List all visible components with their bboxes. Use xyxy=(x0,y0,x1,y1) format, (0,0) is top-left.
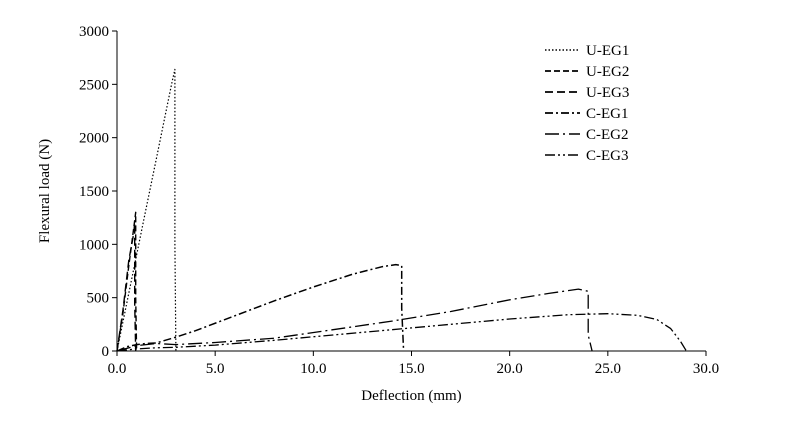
x-tick-label: 10.0 xyxy=(300,361,326,377)
legend: U-EG1 U-EG2 U-EG3 C-EG1 C-EG2 C-EG3 xyxy=(545,43,629,164)
series-line-c-eg1 xyxy=(116,263,405,352)
y-tick-label: 0 xyxy=(102,344,110,360)
y-tick-label: 500 xyxy=(87,291,110,307)
axes: 0 500 1000 1500 2000 2500 3000 0.0 5.0 10.0 15.0 20… xyxy=(79,24,719,377)
x-tick-label: 20.0 xyxy=(497,361,523,377)
y-tick-label: 3000 xyxy=(79,24,109,40)
x-tick-label: 0.0 xyxy=(108,361,127,377)
legend-label-u-eg2: U-EG2 xyxy=(586,64,629,80)
series-line-u-eg1 xyxy=(116,68,177,352)
y-tick-label: 1000 xyxy=(79,237,109,253)
legend-label-u-eg3: U-EG3 xyxy=(586,85,629,101)
y-tick-label: 2500 xyxy=(79,77,109,93)
legend-label-c-eg3: C-EG3 xyxy=(586,148,629,164)
series-layer xyxy=(116,68,687,352)
y-tick-label: 1500 xyxy=(79,184,109,200)
legend-label-c-eg1: C-EG1 xyxy=(586,106,629,122)
series-line-u-eg3 xyxy=(116,222,137,352)
y-tick-label: 2000 xyxy=(79,131,109,147)
series-line-c-eg3 xyxy=(116,313,687,352)
y-axis-title: Flexural load (N) xyxy=(37,139,53,243)
legend-label-u-eg1: U-EG1 xyxy=(586,43,629,59)
x-tick-label: 25.0 xyxy=(595,361,621,377)
series-line-c-eg2 xyxy=(116,288,593,352)
legend-label-c-eg2: C-EG2 xyxy=(586,127,629,143)
x-tick-label: 30.0 xyxy=(693,361,719,377)
x-axis-title: Deflection (mm) xyxy=(361,388,461,404)
x-tick-label: 5.0 xyxy=(206,361,225,377)
x-tick-label: 15.0 xyxy=(398,361,424,377)
